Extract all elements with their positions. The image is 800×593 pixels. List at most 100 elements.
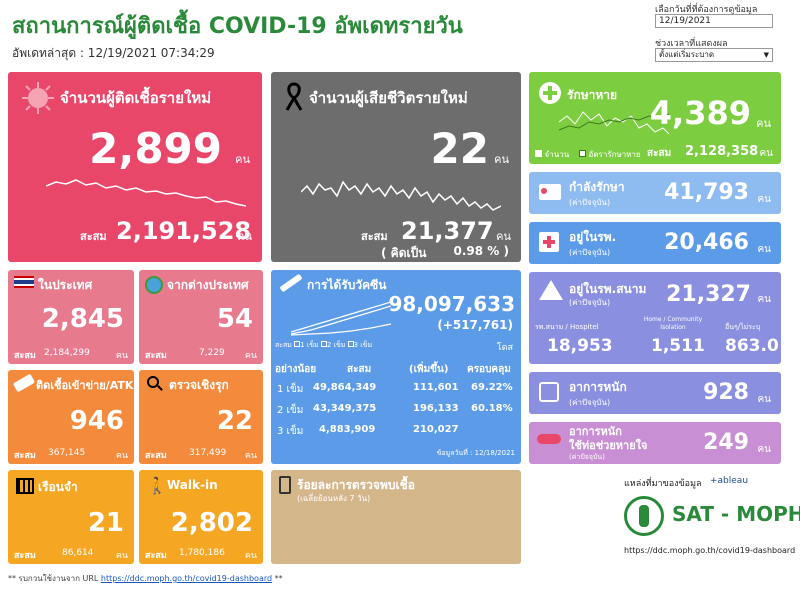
prison-card: เรือนจำ 21 สะสม 86,614 คน bbox=[8, 470, 134, 564]
imported-total: 7,229 bbox=[199, 348, 225, 358]
prison-total-label: สะสม bbox=[14, 551, 36, 561]
recovered-total: 2,128,358 bbox=[685, 144, 759, 159]
treating-card: กำลังรักษา (ค่าปัจจุบัน) 41,793 คน bbox=[529, 172, 781, 214]
footer-note: ** รบกวนใช้งานจาก URL https://ddc.moph.g… bbox=[8, 572, 283, 585]
field-hospital-card: อยู่ในรพ.สนาม (ค่าปัจจุบัน) 21,327 คน รพ… bbox=[529, 272, 781, 364]
search-icon-handle bbox=[157, 385, 163, 391]
deaths-pct-label: ( คิดเป็น bbox=[381, 246, 427, 260]
deaths-total-unit: คน bbox=[496, 230, 511, 243]
new-cases-total-unit: คน bbox=[237, 230, 252, 243]
new-cases-trend-line bbox=[46, 179, 246, 207]
home-isolation-label: Home / Community Isolation bbox=[643, 316, 703, 331]
severe-unit: คน bbox=[757, 394, 771, 405]
recovered-legend-rate: อัตรารักษาหาย bbox=[579, 148, 641, 161]
virus-icon bbox=[22, 82, 54, 114]
new-cases-total: 2,191,528 bbox=[116, 217, 252, 245]
field-hospital-sub: (ค่าปัจจุบัน) bbox=[569, 298, 611, 307]
plus-icon bbox=[539, 82, 561, 104]
updated-timestamp: อัพเดทล่าสุด : 12/19/2021 07:34:29 bbox=[12, 46, 215, 60]
proactive-total-unit: คน bbox=[244, 451, 257, 461]
ventilator-unit: คน bbox=[757, 444, 771, 455]
recovered-total-label: สะสม bbox=[647, 148, 672, 159]
atk-card: ติดเชื้อเข้าข่าย/ATK 946 สะสม 367,145 คน bbox=[8, 370, 134, 464]
domestic-total-unit: คน bbox=[115, 351, 128, 361]
walkin-value: 2,802 bbox=[170, 508, 253, 538]
domestic-card: ในประเทศ 2,845 สะสม 2,184,299 คน bbox=[8, 270, 134, 364]
period-select[interactable]: ตั้งแต่เริ่มระบาด ▼ bbox=[655, 48, 773, 62]
deaths-unit: คน bbox=[494, 153, 509, 166]
vaccine-header-cumulative: สะสม bbox=[347, 364, 372, 375]
other-value: 863.0 bbox=[725, 336, 779, 356]
source-org: SAT - MOPH bbox=[672, 502, 800, 526]
deaths-total-label: สะสม bbox=[361, 230, 388, 243]
vaccine-header-coverage: ครอบคลุม bbox=[467, 364, 511, 375]
walkin-total: 1,780,186 bbox=[179, 548, 225, 558]
new-cases-total-label: สะสม bbox=[80, 230, 107, 243]
domestic-total-label: สะสม bbox=[14, 351, 36, 361]
page-title: สถานการณ์ผู้ติดเชื้อ COVID-19 อัพเดทรายว… bbox=[12, 14, 463, 39]
proactive-total-label: สะสม bbox=[145, 451, 167, 461]
globe-icon bbox=[145, 276, 163, 294]
field-hospital-title: อยู่ในรพ.สนาม bbox=[569, 282, 647, 296]
deaths-pct-value: 0.98 % ) bbox=[453, 244, 509, 258]
walkin-card: 🚶 Walk-in 2,802 สะสม 1,780,186 คน bbox=[139, 470, 263, 564]
hospital-unit: คน bbox=[757, 244, 771, 255]
new-cases-title: จำนวนผู้ติดเชื้อรายใหม่ bbox=[60, 89, 212, 107]
prison-total: 86,614 bbox=[62, 548, 94, 558]
recovered-total-unit: คน bbox=[759, 148, 773, 159]
positivity-sub: (เฉลี่ยย้อนหลัง 7 วัน) bbox=[297, 494, 371, 503]
syringe-icon bbox=[279, 273, 303, 293]
date-filter-label: เลือกวันที่ที่ต้องการดูข้อมูล bbox=[655, 5, 758, 15]
vaccine-dose-unit: โดส bbox=[496, 343, 513, 353]
recovered-value: 4,389 bbox=[649, 94, 751, 132]
recovered-legend-count: จำนวน bbox=[535, 148, 569, 161]
imported-title: จากต่างประเทศ bbox=[167, 278, 249, 292]
proactive-value: 22 bbox=[216, 406, 253, 436]
severe-card: อาการหนัก (ค่าปัจจุบัน) 928 คน bbox=[529, 372, 781, 414]
source-url[interactable]: https://ddc.moph.go.th/covid19-dashboard bbox=[624, 546, 796, 555]
hospitel-label: รพ.สนาม / Hospitel bbox=[535, 323, 599, 331]
atk-total-label: สะสม bbox=[14, 451, 36, 461]
vaccine-row: 2 เข็ม 43,349,375 196,133 60.18% bbox=[277, 403, 513, 416]
imported-total-unit: คน bbox=[244, 351, 257, 361]
atk-title: ติดเชื้อเข้าข่าย/ATK bbox=[36, 379, 134, 392]
recovered-title: รักษาหาย bbox=[567, 88, 618, 102]
treating-unit: คน bbox=[757, 194, 771, 205]
ventilator-title-2: ใช้ท่อช่วยหายใจ bbox=[569, 439, 648, 452]
recovered-unit: คน bbox=[756, 117, 771, 130]
vaccine-trend-line bbox=[291, 301, 391, 336]
ventilator-icon bbox=[537, 434, 561, 444]
walkin-total-label: สะสม bbox=[145, 551, 167, 561]
vaccine-row: 1 เข็ม 49,864,349 111,601 69.22% bbox=[277, 382, 513, 395]
recovered-card: รักษาหาย 4,389 คน จำนวน อัตรารักษาหาย สะ… bbox=[529, 72, 781, 164]
imported-card: จากต่างประเทศ 54 สะสม 7,229 คน bbox=[139, 270, 263, 364]
test-kit-icon bbox=[12, 373, 36, 393]
footer-prefix: ** รบกวนใช้งานจาก URL bbox=[8, 574, 99, 583]
footer-suffix: ** bbox=[274, 574, 283, 583]
field-hospital-unit: คน bbox=[757, 294, 771, 305]
hospital-value: 20,466 bbox=[664, 230, 749, 255]
hospital-card: อยู่ในรพ. (ค่าปัจจุบัน) 20,466 คน bbox=[529, 222, 781, 264]
search-icon bbox=[147, 376, 159, 388]
treating-sub: (ค่าปัจจุบัน) bbox=[569, 198, 611, 207]
vaccine-increase: (+517,761) bbox=[437, 318, 513, 332]
ventilator-card: อาการหนัก ใช้ท่อช่วยหายใจ (ค่าปัจจุบัน) … bbox=[529, 422, 781, 464]
hospital-title: อยู่ในรพ. bbox=[569, 230, 617, 244]
new-cases-unit: คน bbox=[235, 153, 250, 166]
vaccine-data-date: ข้อมูลวันที่ : 12/18/2021 bbox=[436, 449, 515, 457]
atk-value: 946 bbox=[69, 406, 124, 436]
vaccine-title: การได้รับวัคซีน bbox=[307, 278, 387, 292]
deaths-card: จำนวนผู้เสียชีวิตรายใหม่ 22 คน สะสม 21,3… bbox=[271, 72, 521, 262]
footer-link[interactable]: https://ddc.moph.go.th/covid19-dashboard bbox=[100, 574, 273, 583]
source-label: แหล่งที่มาของข้อมูล bbox=[624, 479, 702, 489]
ribbon-icon bbox=[285, 82, 303, 111]
prison-bars-icon bbox=[16, 478, 34, 494]
vaccine-header-increase: (เพิ่มขึ้น) bbox=[409, 364, 449, 375]
ventilator-value: 249 bbox=[703, 430, 749, 455]
date-input[interactable]: 12/19/2021 bbox=[655, 14, 773, 28]
walkin-total-unit: คน bbox=[244, 551, 257, 561]
severe-sub: (ค่าปัจจุบัน) bbox=[569, 398, 611, 407]
treating-title: กำลังรักษา bbox=[569, 180, 625, 194]
treating-value: 41,793 bbox=[664, 180, 749, 205]
tent-icon bbox=[539, 280, 563, 300]
